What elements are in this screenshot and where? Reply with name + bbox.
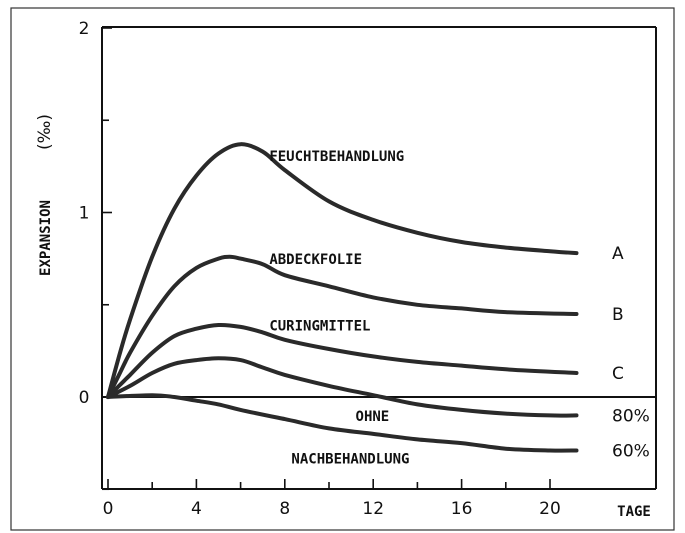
curve-3 — [106, 322, 579, 399]
labels: FEUCHTBEHANDLUNG ABDECKFOLIE CURINGMITTEL O… — [269, 149, 649, 468]
curve-1 — [106, 142, 579, 399]
x-tick-label: 16 — [451, 499, 473, 519]
curves — [106, 142, 579, 453]
y-tick-label: 1 — [79, 204, 90, 224]
curve-annotation: ABDECKFOLIE — [269, 252, 362, 268]
curve-annotation: NACHBEHANDLUNG — [291, 451, 409, 467]
x-tick-label: 20 — [539, 499, 561, 519]
curve-annotation: OHNE — [356, 409, 390, 425]
curve-2 — [106, 254, 579, 399]
series-end-label: B — [612, 305, 624, 325]
series-end-label: A — [612, 244, 624, 264]
series-end-label: 60% — [612, 442, 650, 462]
y-axis-unit: (‰) — [35, 114, 55, 150]
x-axis-label: TAGE — [617, 504, 651, 520]
curve-annotation: CURINGMITTEL — [269, 319, 370, 335]
y-axis-label: EXPANSION — [38, 200, 54, 276]
x-tick-label: 0 — [103, 499, 114, 519]
x-tick-label: 4 — [191, 499, 202, 519]
curve-4 — [106, 356, 579, 418]
curve-5 — [106, 393, 579, 453]
y-tick-label: 2 — [79, 19, 90, 39]
series-end-label: 80% — [612, 406, 650, 426]
series-end-label: C — [612, 364, 624, 384]
curve-annotation: FEUCHTBEHANDLUNG — [269, 149, 404, 165]
x-tick-label: 12 — [362, 499, 384, 519]
outer-frame — [10, 7, 675, 531]
y-tick-label: 0 — [79, 388, 90, 408]
x-tick-label: 8 — [279, 499, 290, 519]
